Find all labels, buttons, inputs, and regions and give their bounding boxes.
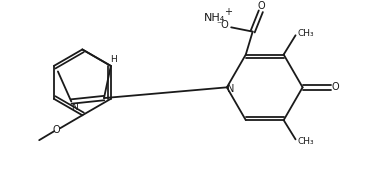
Text: CH₃: CH₃ <box>297 137 314 146</box>
Text: O: O <box>52 125 60 135</box>
Text: N: N <box>227 84 234 94</box>
Text: N: N <box>71 103 78 112</box>
Text: CH₃: CH₃ <box>297 29 314 38</box>
Text: +: + <box>224 7 232 17</box>
Text: O: O <box>332 82 339 92</box>
Text: O: O <box>258 1 266 11</box>
Text: ⁻O: ⁻O <box>217 20 230 30</box>
Text: NH₄: NH₄ <box>204 13 225 23</box>
Text: H: H <box>110 55 117 65</box>
